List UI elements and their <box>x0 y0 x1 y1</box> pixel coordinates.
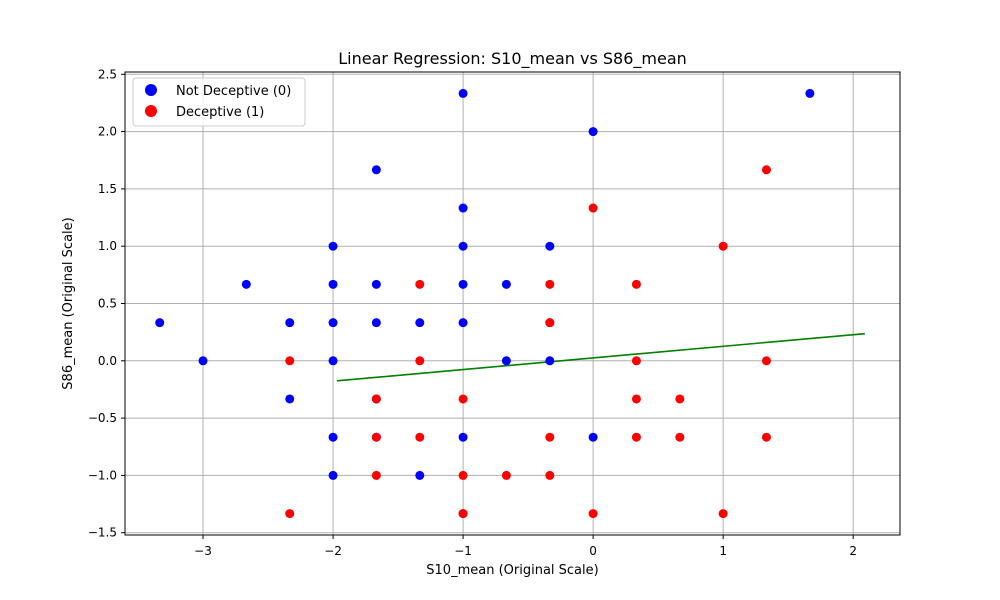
y-tick-label: −1.0 <box>88 468 117 482</box>
point-deceptive <box>285 356 295 366</box>
point-not-deceptive <box>545 356 555 366</box>
regression-layer <box>336 332 865 382</box>
point-not-deceptive <box>805 88 815 98</box>
chart-title: Linear Regression: S10_mean vs S86_mean <box>338 49 687 69</box>
point-deceptive <box>631 432 641 442</box>
point-deceptive <box>458 509 468 519</box>
y-tick-label: 0.5 <box>98 297 117 311</box>
point-deceptive <box>675 394 685 404</box>
legend-label-deceptive: Deceptive (1) <box>176 105 264 120</box>
point-deceptive <box>545 470 555 480</box>
x-tick-label: −2 <box>324 544 342 558</box>
point-not-deceptive <box>458 279 468 289</box>
point-not-deceptive <box>458 241 468 251</box>
legend-marker-deceptive <box>145 105 157 117</box>
point-deceptive <box>761 432 771 442</box>
point-not-deceptive <box>501 279 511 289</box>
y-tick-label: −0.5 <box>88 411 117 425</box>
legend-box <box>132 77 306 127</box>
point-not-deceptive <box>458 88 468 98</box>
point-not-deceptive <box>328 470 338 480</box>
point-not-deceptive <box>371 279 381 289</box>
point-not-deceptive <box>415 318 425 328</box>
point-not-deceptive <box>371 318 381 328</box>
point-deceptive <box>718 509 728 519</box>
point-deceptive <box>415 279 425 289</box>
point-deceptive <box>675 432 685 442</box>
x-tick-label: 2 <box>849 544 857 558</box>
point-deceptive <box>545 279 555 289</box>
x-tick-label: −1 <box>454 544 472 558</box>
point-not-deceptive <box>458 203 468 213</box>
point-not-deceptive <box>285 394 295 404</box>
point-deceptive <box>415 356 425 366</box>
point-deceptive <box>458 470 468 480</box>
point-deceptive <box>761 356 771 366</box>
point-not-deceptive <box>458 318 468 328</box>
point-not-deceptive <box>328 279 338 289</box>
point-deceptive <box>545 432 555 442</box>
x-tick-label: −3 <box>194 544 212 558</box>
point-deceptive <box>415 432 425 442</box>
point-deceptive <box>631 394 641 404</box>
point-deceptive <box>501 470 511 480</box>
point-not-deceptive <box>328 241 338 251</box>
y-tick-label: 2.5 <box>98 67 117 81</box>
regression-line <box>336 332 865 382</box>
y-tick-label: 1.0 <box>98 239 117 253</box>
x-axis-label: S10_mean (Original Scale) <box>426 563 598 578</box>
point-not-deceptive <box>155 318 165 328</box>
x-tick-label: 1 <box>719 544 727 558</box>
point-not-deceptive <box>415 470 425 480</box>
point-not-deceptive <box>285 318 295 328</box>
y-tick-label: 2.0 <box>98 125 117 139</box>
point-deceptive <box>371 394 381 404</box>
legend: Not Deceptive (0) Deceptive (1) <box>132 77 306 127</box>
point-deceptive <box>458 394 468 404</box>
point-not-deceptive <box>328 356 338 366</box>
grid-lines <box>125 72 900 535</box>
y-axis-label: S86_mean (Original Scale) <box>61 217 76 389</box>
y-tick-label: 1.5 <box>98 182 117 196</box>
point-deceptive <box>631 356 641 366</box>
point-deceptive <box>761 165 771 175</box>
point-not-deceptive <box>198 356 208 366</box>
point-deceptive <box>718 241 728 251</box>
y-tick-label: −1.5 <box>88 526 117 540</box>
y-tick-label: 0.0 <box>98 354 117 368</box>
point-not-deceptive <box>328 318 338 328</box>
data-points <box>155 88 815 519</box>
point-deceptive <box>285 509 295 519</box>
point-deceptive <box>588 509 598 519</box>
point-not-deceptive <box>371 165 381 175</box>
point-deceptive <box>371 470 381 480</box>
point-deceptive <box>631 279 641 289</box>
point-not-deceptive <box>501 356 511 366</box>
point-not-deceptive <box>588 127 598 137</box>
point-not-deceptive <box>328 432 338 442</box>
legend-marker-not-deceptive <box>145 84 157 96</box>
point-not-deceptive <box>588 432 598 442</box>
point-not-deceptive <box>241 279 251 289</box>
point-deceptive <box>371 432 381 442</box>
point-deceptive <box>545 318 555 328</box>
point-not-deceptive <box>458 432 468 442</box>
legend-label-not-deceptive: Not Deceptive (0) <box>176 84 291 99</box>
point-not-deceptive <box>545 241 555 251</box>
axis-ticks: −3 −2 −1 0 1 2 −1.5 −1.0 −0.5 0.0 0.5 1.0 1.5 2.0 2.5 <box>88 67 857 558</box>
x-tick-label: 0 <box>589 544 597 558</box>
point-deceptive <box>588 203 598 213</box>
